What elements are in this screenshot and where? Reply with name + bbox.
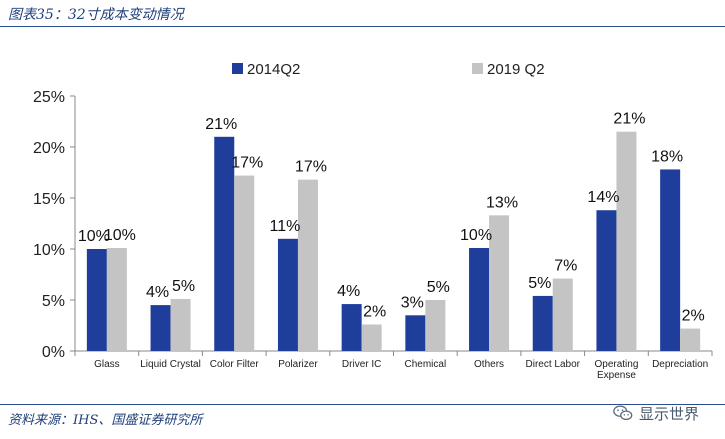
data-label: 5% [427,279,450,296]
x-axis: Glass Liquid Crystal Color Filter Polarizer… [74,350,713,381]
bar-series-a [341,304,362,351]
x-tick-label: Driver IC [342,359,381,370]
data-label: 21% [205,116,237,133]
data-label: 11% [270,218,301,235]
data-label: 18% [651,148,683,165]
bar-series-a [596,210,617,351]
data-label: 21% [613,111,645,128]
chart-title: 图表35：32寸成本变动情况 [8,7,184,23]
y-tick-label: 5% [42,293,65,310]
header-rule [0,26,725,27]
legend-swatch [232,63,243,74]
y-tick-label: 10% [33,242,65,259]
y-tick-label: 25% [33,89,65,106]
bar-series-a [660,169,681,351]
legend-label: 2014Q2 [247,61,300,78]
bar-series-b [361,324,382,351]
x-tick-label: Color Filter [210,359,260,370]
chart-legend: 2014Q2 2019 Q2 [232,61,545,78]
data-label: 4% [337,283,360,300]
data-label: 13% [486,194,518,211]
x-tick-label: Liquid Crystal [140,359,201,370]
watermark-text: 显示世界 [638,404,699,423]
x-tick-label: Polarizer [278,359,318,370]
bar-series-a [150,305,171,351]
bar-series-b [425,300,446,351]
data-label: 5% [528,275,551,292]
x-tick-label-line: Chemical [405,359,447,370]
bar-series-a [469,247,490,351]
x-tick-label-line: Others [474,359,504,370]
data-label: 2% [682,308,705,325]
x-tick-label-line: Polarizer [278,359,318,370]
bar-series-b [680,328,701,351]
data-label: 17% [295,159,327,176]
bar-series-b [234,175,255,351]
bar-series-a [405,315,426,351]
y-tick-label: 15% [33,191,65,208]
bar-series-a [277,238,298,351]
x-tick-label: Others [474,359,504,370]
x-tick-label: Depreciation [652,359,708,370]
bar-series-b [297,179,318,351]
bar-series [86,131,701,351]
x-tick-label-line: Glass [94,359,120,370]
x-tick-label: Glass [94,359,120,370]
y-tick-label: 0% [42,344,65,361]
data-label: 17% [231,155,263,172]
legend-label: 2019 Q2 [487,61,545,78]
data-label: 14% [587,189,619,206]
y-axis: 0% 5% 10% 15% 20% 25% [33,89,76,361]
data-label: 5% [172,278,195,295]
data-labels: 10% 4% 21% 11% 4% 3% 10% 5% 14% 18% 10% 5% 17% 17% 2% 5… [78,111,705,325]
bar-series-b [616,131,637,351]
bar-series-a [86,249,107,351]
legend-swatch [472,63,483,74]
x-tick-label: Operating Expense [594,359,638,381]
data-label: 2% [363,303,386,320]
watermark: 显示世界 [612,402,699,424]
x-tick-label-line: Liquid Crystal [140,359,201,370]
source-note: 资料来源：IHS、国盛证券研究所 [8,413,203,428]
bar-chart: 2014Q2 2019 Q2 0% 5% 10% 15% 20% 25% Glass Liqu… [33,61,713,381]
x-tick-label-line: Depreciation [652,359,708,370]
x-tick-label-line: Color Filter [210,359,260,370]
data-label: 4% [146,284,169,301]
data-label: 10% [460,227,492,244]
data-label: 10% [78,228,110,245]
data-label: 7% [554,258,577,275]
bar-series-a [532,295,553,351]
y-tick-label: 20% [33,140,65,157]
x-tick-label-line: Expense [597,370,636,381]
wechat-icon [613,405,633,421]
x-tick-label: Direct Labor [526,359,581,370]
bar-series-b [552,278,573,351]
bar-series-b [489,215,510,351]
data-label: 3% [401,294,424,311]
bar-series-b [170,298,191,351]
x-tick-label-line: Direct Labor [526,359,581,370]
data-label: 10% [104,227,136,244]
x-tick-label-line: Driver IC [342,359,381,370]
x-tick-label-line: Operating [594,359,638,370]
x-tick-label: Chemical [405,359,447,370]
footer-rule [0,404,725,405]
bar-series-a [214,136,235,351]
bar-series-b [106,247,127,351]
